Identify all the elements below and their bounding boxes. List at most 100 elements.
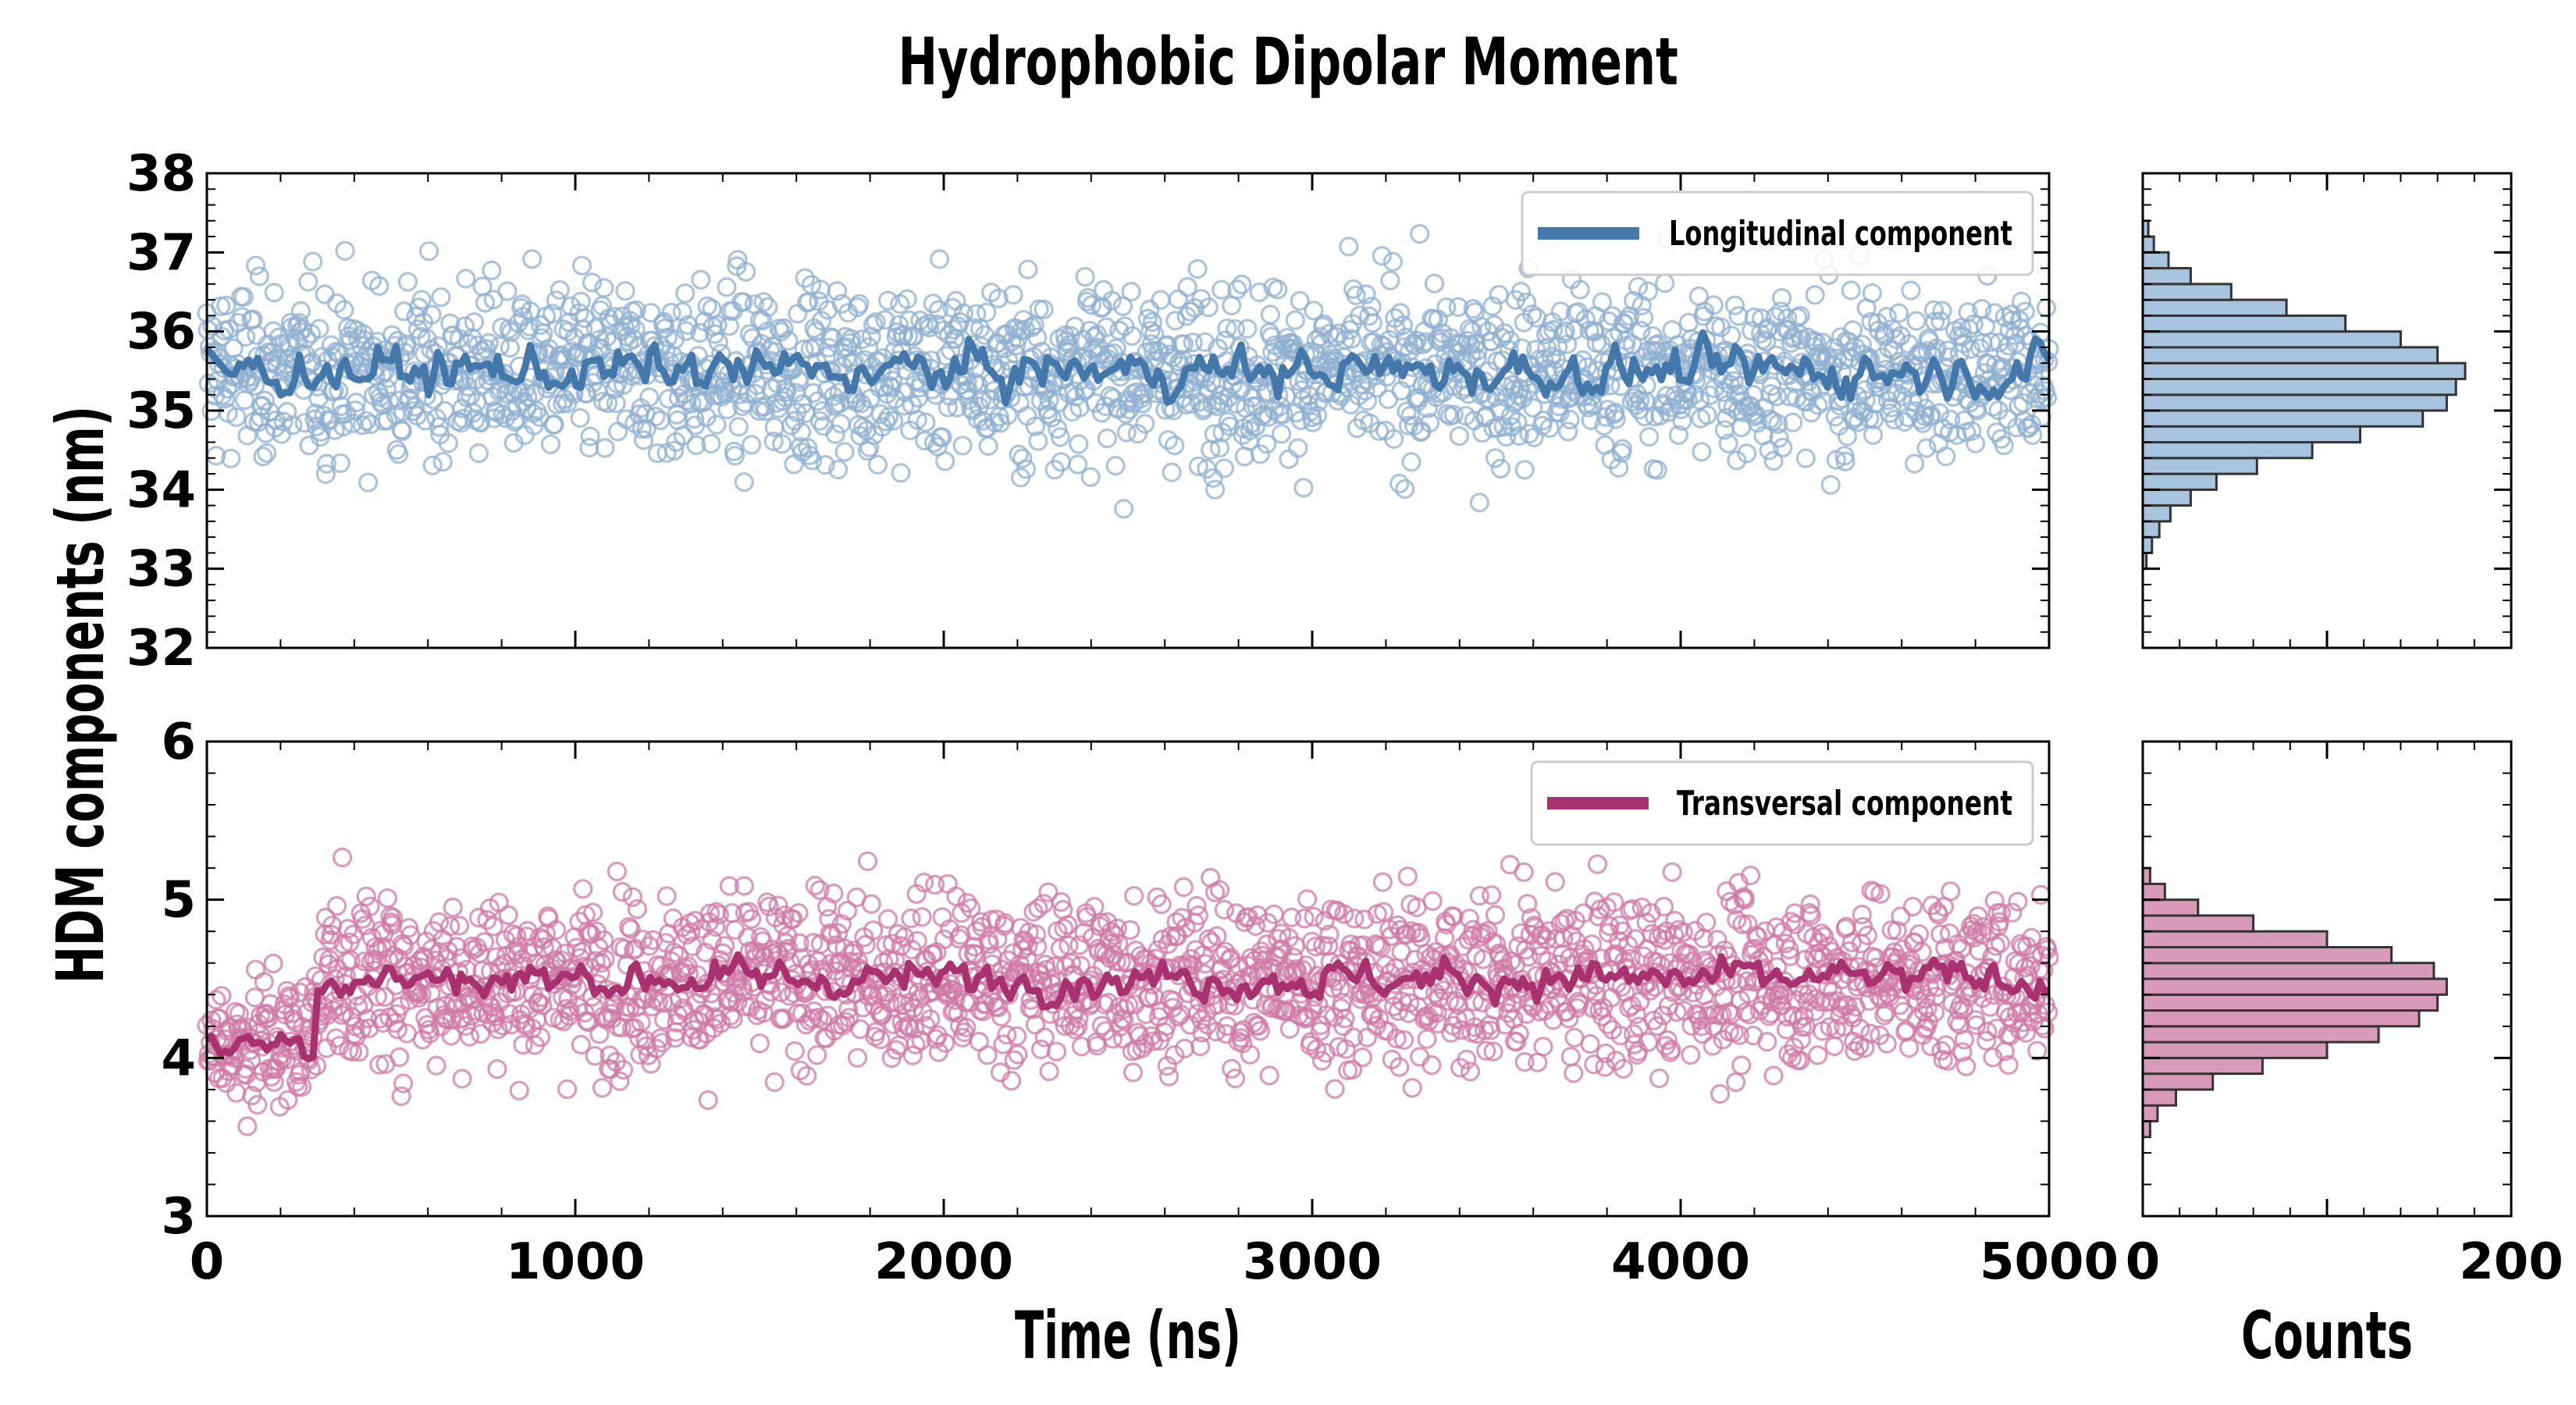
data-point — [249, 266, 269, 286]
data-point — [254, 390, 275, 411]
data-point — [1214, 458, 1235, 478]
x-tick-label: 3000 — [1243, 1233, 1382, 1291]
data-point — [1307, 405, 1328, 425]
histogram-bar — [2141, 441, 2314, 460]
data-point — [863, 315, 884, 335]
data-point — [1183, 333, 1203, 353]
longitudinal-histogram — [2141, 172, 2513, 649]
data-point — [776, 382, 797, 402]
data-point — [849, 293, 870, 314]
data-point — [244, 375, 265, 396]
data-point — [216, 295, 237, 315]
data-point — [875, 310, 895, 330]
data-point — [1293, 478, 1314, 498]
data-point — [580, 426, 600, 446]
data-point — [336, 404, 356, 424]
transversal-legend: Transversal component — [1530, 760, 2034, 846]
data-point — [959, 389, 979, 410]
data-point — [1437, 404, 1457, 425]
data-point — [1383, 429, 1404, 449]
data-point — [1038, 404, 1059, 425]
data-point — [1003, 285, 1023, 305]
data-point — [283, 414, 303, 436]
data-point — [1188, 456, 1208, 476]
histogram-bar — [2141, 993, 2439, 1012]
legend-label-transversal: Transversal component — [1677, 784, 2012, 823]
data-point — [1096, 317, 1116, 337]
data-point — [382, 325, 402, 345]
x-tick-label: 5000 — [1980, 1233, 2119, 1291]
data-point — [505, 409, 526, 429]
histogram-bar — [2141, 1072, 2215, 1091]
data-point — [544, 414, 564, 435]
data-point — [456, 269, 476, 289]
data-point — [793, 393, 813, 414]
data-point — [423, 389, 444, 410]
data-point — [333, 416, 354, 437]
data-point — [335, 240, 355, 261]
data-point — [1389, 473, 1410, 494]
data-point — [717, 399, 738, 420]
data-point — [717, 277, 737, 297]
data-point — [1198, 297, 1219, 318]
data-point — [606, 393, 626, 414]
data-point — [639, 387, 660, 407]
histogram-bar — [2141, 1056, 2264, 1076]
data-point — [1436, 297, 1457, 318]
data-point — [1116, 422, 1137, 443]
data-point — [405, 397, 425, 417]
data-point — [1018, 259, 1038, 279]
histogram-bar — [2141, 488, 2192, 507]
data-point — [891, 463, 911, 483]
y-tick-label: 6 — [161, 713, 196, 771]
histogram-bar — [2141, 962, 2435, 980]
data-point — [817, 379, 838, 400]
data-point — [673, 425, 694, 446]
data-point — [315, 464, 336, 484]
histogram-bar — [2141, 472, 2218, 491]
data-point — [878, 407, 899, 427]
data-point — [1285, 310, 1305, 330]
data-point — [1424, 273, 1445, 293]
data-point — [859, 437, 880, 457]
data-point — [1250, 444, 1271, 464]
data-point — [570, 407, 590, 429]
data-point — [1212, 279, 1232, 300]
data-point — [798, 438, 818, 458]
data-point — [475, 293, 496, 313]
data-point — [953, 303, 973, 323]
x-tick-label: 2000 — [874, 1233, 1013, 1291]
data-point — [290, 301, 311, 322]
data-point — [431, 287, 451, 308]
data-point — [1227, 279, 1247, 300]
data-point — [1173, 334, 1194, 354]
data-point — [1314, 314, 1334, 334]
data-point — [236, 326, 256, 347]
data-point — [1142, 311, 1162, 333]
data-point — [1393, 315, 1414, 336]
transversal-histogram: 0 200 — [2126, 740, 2564, 1291]
hist-x-tick-label: 200 — [2459, 1233, 2564, 1291]
histogram-bar — [2141, 298, 2288, 317]
data-point — [827, 281, 848, 301]
data-point — [558, 322, 578, 342]
data-point — [500, 338, 521, 358]
data-point — [1180, 301, 1201, 322]
y-tick-label: 37 — [126, 224, 196, 282]
data-point — [440, 313, 461, 333]
data-point — [1419, 413, 1440, 433]
data-point — [657, 327, 678, 348]
data-point — [543, 304, 563, 324]
data-point — [802, 450, 823, 471]
y-tick-label: 32 — [126, 620, 196, 678]
histogram-bar — [2141, 346, 2439, 365]
histogram-bar — [2141, 1040, 2329, 1059]
data-point — [706, 414, 727, 435]
histogram-bar — [2141, 251, 2170, 270]
data-point — [883, 411, 904, 431]
data-point — [834, 442, 855, 462]
data-point — [1165, 311, 1186, 331]
data-point — [1341, 329, 1361, 349]
data-point — [1140, 300, 1160, 320]
data-point — [449, 329, 470, 349]
